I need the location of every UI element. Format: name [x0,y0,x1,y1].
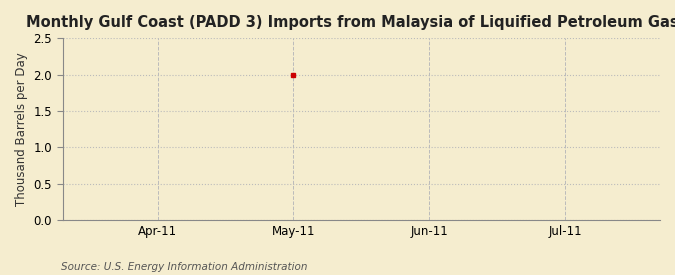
Text: Source: U.S. Energy Information Administration: Source: U.S. Energy Information Administ… [61,262,307,272]
Y-axis label: Thousand Barrels per Day: Thousand Barrels per Day [15,52,28,206]
Title: Monthly Gulf Coast (PADD 3) Imports from Malaysia of Liquified Petroleum Gases: Monthly Gulf Coast (PADD 3) Imports from… [26,15,675,30]
